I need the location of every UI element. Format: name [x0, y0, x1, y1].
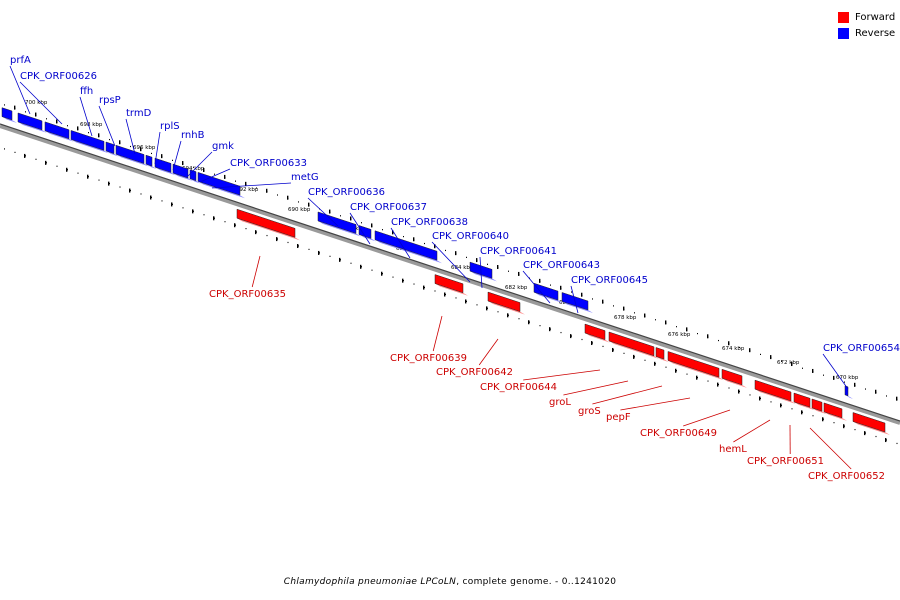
reverse-gene-label: rplS — [160, 121, 180, 132]
gene-arrow — [172, 163, 193, 182]
axis-tick-label: 678 kbp — [614, 315, 637, 321]
gene-arrow — [469, 261, 497, 282]
legend-reverse: Reverse — [838, 25, 895, 41]
reverse-gene-label: trmD — [126, 108, 152, 119]
reverse-gene-label: ffh — [80, 86, 93, 97]
axis-tick-label: 672 kbp — [777, 360, 800, 366]
legend-forward: Forward — [838, 9, 895, 25]
gene-arrow — [793, 392, 815, 411]
forward-gene-label: pepF — [606, 412, 631, 423]
reverse-gene-label: rnhB — [181, 130, 205, 141]
reverse-gene-label: CPK_ORF00626 — [20, 71, 97, 82]
gene-arrow — [1, 107, 17, 123]
gene-arrow — [236, 208, 300, 241]
legend-forward-label: Forward — [855, 11, 896, 23]
axis-tick-label: 696 kbp — [133, 145, 156, 151]
gene-arrow — [533, 282, 563, 304]
reverse-gene-label: gmk — [212, 141, 234, 152]
reverse-swatch — [838, 27, 849, 39]
axis-tick-label: 692 kbp — [236, 187, 259, 193]
reverse-gene-label: CPK_ORF00645 — [571, 275, 648, 286]
forward-gene-label: groL — [549, 397, 571, 408]
forward-gene-label: CPK_ORF00649 — [640, 428, 717, 439]
forward-gene-label: hemL — [719, 444, 747, 455]
gene-arrow — [852, 412, 890, 436]
forward-gene-label: CPK_ORF00642 — [436, 367, 513, 378]
forward-gene-label: CPK_ORF00651 — [747, 456, 824, 467]
reverse-gene-label: metG — [291, 172, 319, 183]
reverse-gene-label: CPK_ORF00637 — [350, 202, 427, 213]
gene-arrow — [811, 398, 827, 415]
gene-arrow — [721, 368, 747, 388]
gene-arrow — [487, 291, 525, 315]
axis-tick-label: 690 kbp — [288, 207, 311, 213]
backbone — [0, 123, 900, 425]
organism-name: Chlamydophila pneumoniae LPCoLN — [283, 577, 457, 587]
gene-arrow — [584, 323, 610, 343]
axis-tick-label: 700 kbp — [25, 100, 48, 106]
forward-gene-label: CPK_ORF00639 — [390, 353, 467, 364]
gene-arrow — [17, 112, 47, 133]
forward-gene-label: CPK_ORF00652 — [808, 471, 885, 482]
legend: Forward Reverse — [838, 9, 895, 41]
axis-tick-label: 698 kbp — [80, 122, 103, 128]
forward-gene-label: CPK_ORF00635 — [209, 289, 286, 300]
gene-arrow — [434, 274, 468, 296]
map-caption: Chlamydophila pneumoniae LPCoLN, complet… — [0, 577, 900, 587]
gene-arrow — [667, 351, 724, 381]
genes — [1, 107, 890, 436]
axis-tick-label: 670 kbp — [836, 375, 859, 381]
gene-arrow — [105, 141, 119, 157]
reverse-gene-label: prfA — [10, 55, 31, 66]
forward-gene-label: CPK_ORF00644 — [480, 382, 557, 393]
gene-arrow — [44, 121, 74, 142]
axis-tick-label: 682 kbp — [505, 285, 528, 291]
axis-tick-label: 694 kbp — [182, 166, 205, 172]
reverse-gene-label: CPK_ORF00640 — [432, 231, 509, 242]
reverse-gene-label: CPK_ORF00638 — [391, 217, 468, 228]
gene-arrow — [608, 331, 659, 359]
reverse-gene-label: CPK_ORF00633 — [230, 158, 307, 169]
axis-tick-label: 684 kbp — [451, 265, 474, 271]
reverse-gene-label: CPK_ORF00636 — [308, 187, 385, 198]
gene-arrow — [823, 402, 847, 421]
gene-arrow — [844, 385, 853, 399]
caption-suffix: , complete genome. - 0..1241020 — [456, 577, 617, 587]
gene-arrow — [317, 211, 361, 237]
gene-arrow — [358, 225, 376, 242]
forward-swatch — [838, 11, 849, 23]
gene-arrow — [754, 379, 796, 405]
legend-reverse-label: Reverse — [855, 27, 896, 39]
reverse-gene-label: rpsP — [99, 95, 121, 106]
reverse-gene-label: CPK_ORF00643 — [523, 260, 600, 271]
reverse-gene-label: CPK_ORF00654 — [823, 343, 900, 354]
axis-tick-label: 676 kbp — [668, 332, 691, 338]
gene-arrow — [655, 347, 669, 363]
gene-arrow — [145, 154, 157, 170]
gene-arrow — [154, 157, 176, 176]
reverse-gene-label: CPK_ORF00641 — [480, 246, 557, 257]
axis-tick-label: 674 kbp — [722, 346, 745, 352]
gene-arrow — [374, 230, 442, 264]
forward-gene-label: groS — [578, 406, 601, 417]
gene-arrow — [70, 130, 109, 154]
